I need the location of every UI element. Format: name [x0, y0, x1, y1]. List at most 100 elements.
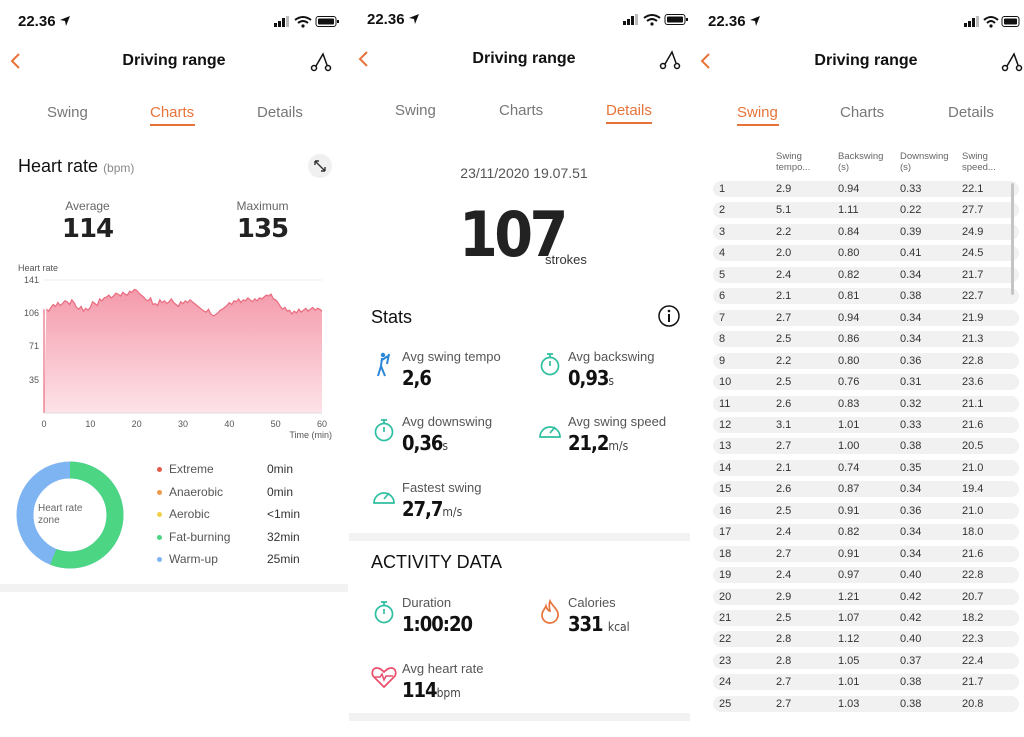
table-cell: 22 — [719, 633, 732, 646]
table-cell: 3 — [719, 225, 726, 238]
table-row[interactable] — [713, 331, 1019, 348]
expand-button[interactable] — [308, 154, 332, 178]
tab-swing[interactable]: Swing — [737, 104, 778, 121]
stat-label: Avg downswing — [402, 414, 493, 429]
x-tick-label: 40 — [224, 419, 234, 429]
heart-rate-title: Heart rate (bpm) — [18, 156, 135, 176]
scrollbar[interactable] — [1011, 183, 1014, 295]
table-cell: 0.35 — [900, 461, 922, 474]
tab-charts[interactable]: Charts — [840, 104, 885, 121]
stat-value: 27,7m/s — [402, 497, 463, 521]
table-row[interactable] — [713, 524, 1019, 541]
route-icon[interactable] — [310, 51, 332, 73]
table-cell: 14 — [719, 461, 732, 474]
table-cell: 20.8 — [962, 697, 984, 710]
table-cell: 0.34 — [900, 547, 922, 560]
table-row[interactable] — [713, 588, 1019, 605]
tab-swing[interactable]: Swing — [395, 102, 436, 119]
table-row[interactable] — [713, 652, 1019, 669]
tab-underline — [737, 124, 779, 126]
table-cell: 0.76 — [838, 376, 860, 389]
table-cell: 0.36 — [900, 504, 922, 517]
table-cell: 0.38 — [900, 440, 922, 453]
x-axis-label: Time (min) — [289, 430, 332, 440]
table-cell: 0.34 — [900, 526, 922, 539]
table-row[interactable] — [713, 223, 1019, 240]
table-cell: 2 — [719, 204, 726, 217]
legend-label: Anaerobic — [169, 484, 224, 499]
table-cell: 0.33 — [900, 183, 922, 195]
status-time: 22.36 — [18, 13, 56, 30]
table-cell: 21.0 — [962, 461, 984, 474]
table-row[interactable] — [713, 695, 1019, 712]
legend-row-fat-burning: Fat-burning 32min — [157, 529, 347, 552]
table-cell: 24.9 — [962, 225, 984, 238]
table-cell: 0.36 — [900, 354, 922, 367]
table-row[interactable] — [713, 481, 1019, 498]
table-cell: 0.94 — [838, 183, 860, 195]
tab-details[interactable]: Details — [948, 104, 994, 121]
column-header-downswing[interactable]: Downswing (s) — [900, 151, 949, 173]
tab-charts[interactable]: Charts — [499, 102, 544, 119]
screen-swing: 22.36 Driving range Swing Charts Details… — [691, 0, 1024, 737]
table-row[interactable] — [713, 610, 1019, 626]
route-icon[interactable] — [1001, 51, 1023, 73]
table-cell: 0.40 — [900, 569, 922, 582]
info-icon[interactable] — [657, 304, 681, 328]
activity-label: Calories — [568, 595, 616, 610]
table-cell: 2.7 — [776, 311, 792, 324]
column-header-backswing[interactable]: Backswing (s) — [838, 151, 884, 173]
table-row[interactable] — [713, 395, 1019, 412]
back-chevron-icon[interactable] — [10, 52, 22, 70]
heart-rate-line — [45, 288, 323, 317]
table-row[interactable] — [713, 416, 1019, 433]
activity-label: Avg heart rate — [402, 661, 484, 676]
table-cell: 0.34 — [900, 483, 922, 496]
table-cell: 9 — [719, 354, 726, 367]
y-axis-label: Heart rate — [18, 263, 58, 273]
table-cell: 22.7 — [962, 290, 984, 303]
table-row[interactable] — [713, 202, 1019, 219]
table-row[interactable] — [713, 545, 1019, 562]
stopwatch-icon — [540, 353, 560, 376]
expand-icon — [314, 160, 326, 172]
table-row[interactable] — [713, 266, 1019, 283]
tab-details[interactable]: Details — [257, 104, 303, 121]
table-cell: 20.5 — [962, 440, 984, 453]
table-cell: 2.7 — [776, 440, 792, 453]
table-row[interactable] — [713, 631, 1019, 648]
table-row[interactable] — [713, 245, 1019, 262]
table-row[interactable] — [713, 459, 1019, 476]
back-chevron-icon[interactable] — [700, 52, 712, 70]
table-row[interactable] — [713, 181, 1019, 197]
table-row[interactable] — [713, 438, 1019, 455]
table-row[interactable] — [713, 288, 1019, 305]
x-tick-label: 60 — [317, 419, 327, 429]
location-arrow-icon — [60, 16, 70, 26]
table-cell: 0.38 — [900, 697, 922, 710]
table-cell: 8 — [719, 333, 726, 346]
screen-details: 22.36 Driving range Swing Charts Details… — [349, 0, 690, 737]
tab-details[interactable]: Details — [606, 102, 652, 119]
column-header-swing-speed[interactable]: Swing speed... — [962, 151, 996, 173]
tab-charts[interactable]: Charts — [150, 104, 195, 121]
back-chevron-icon[interactable] — [358, 50, 370, 68]
table-row[interactable] — [713, 309, 1019, 326]
table-row[interactable] — [713, 352, 1019, 369]
table-cell: 17 — [719, 526, 732, 539]
table-row[interactable] — [713, 567, 1019, 584]
column-header-swing-tempo[interactable]: Swing tempo... — [776, 151, 811, 173]
legend-label: Warm-up — [169, 552, 218, 566]
table-row[interactable] — [713, 502, 1019, 519]
table-cell: 0.34 — [900, 333, 922, 346]
table-cell: 2.5 — [776, 333, 792, 346]
heart-rate-unit: (bpm) — [103, 161, 135, 175]
table-row[interactable] — [713, 374, 1019, 391]
table-row[interactable] — [713, 674, 1019, 691]
stat-label: Avg swing speed — [568, 414, 667, 429]
table-cell: 5 — [719, 268, 726, 281]
tab-swing[interactable]: Swing — [47, 104, 88, 121]
route-icon[interactable] — [659, 49, 681, 71]
stat-value: 2,6 — [402, 366, 432, 390]
zone-center-label: Heart rate zone — [38, 503, 83, 526]
